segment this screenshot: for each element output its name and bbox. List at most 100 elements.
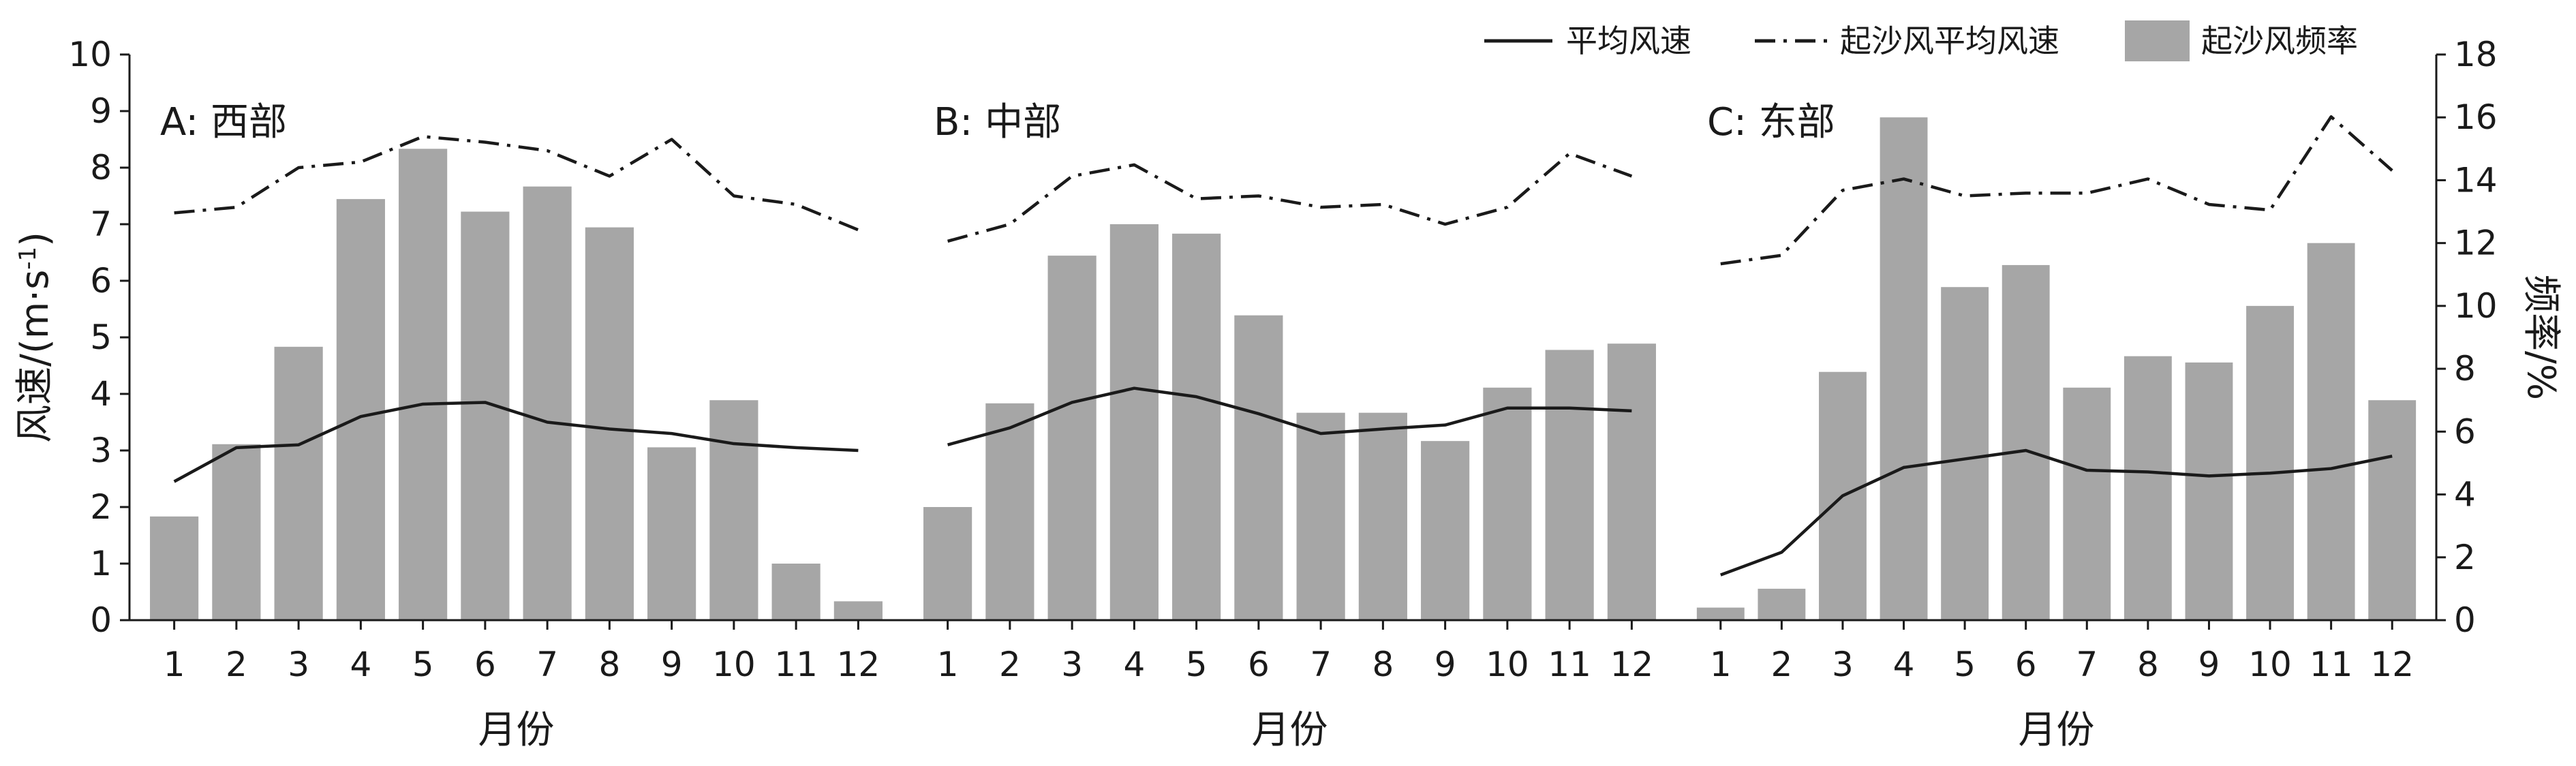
bar	[1483, 387, 1532, 620]
left-y-tick-label: 8	[90, 148, 112, 187]
bar	[150, 516, 199, 620]
mean-wind-speed-line	[1720, 448, 2393, 577]
x-tick-label: 4	[350, 645, 371, 684]
x-tick-label: 10	[2248, 645, 2292, 684]
x-tick-label: 4	[1893, 645, 1915, 684]
bars-layer	[150, 117, 2417, 621]
left-y-tick-label: 6	[90, 261, 112, 301]
bar	[1880, 117, 1928, 620]
sand-wind-speed-line	[174, 135, 859, 232]
right-y-axis-title: 频率/%	[2519, 275, 2563, 400]
text-layer: 012345678910024681012141618风速/(m·s-1)频率/…	[13, 35, 2563, 752]
x-tick-label: 7	[1310, 645, 1332, 684]
bar	[1696, 607, 1745, 620]
panel-label-2: B: 中部	[934, 100, 1061, 144]
x-tick-label: 12	[837, 645, 880, 684]
bar	[923, 507, 972, 620]
right-y-tick-label: 10	[2454, 286, 2498, 326]
bar	[985, 403, 1034, 620]
right-y-tick-label: 2	[2454, 538, 2476, 577]
left-y-axis-title-main: 风速/(m·s	[13, 270, 57, 443]
bar	[1109, 224, 1159, 620]
x-tick-label: 6	[474, 645, 496, 684]
bar	[2002, 264, 2050, 620]
bar	[585, 227, 634, 621]
bar	[1758, 588, 1806, 620]
left-y-tick-label: 5	[90, 318, 112, 357]
left-y-tick-label: 10	[68, 35, 112, 74]
left-y-tick-label: 9	[90, 91, 112, 131]
legend-label: 平均风速	[1566, 22, 1691, 59]
mean-wind-speed-line	[173, 401, 859, 483]
x-tick-label: 9	[2198, 645, 2220, 684]
bar	[1607, 343, 1656, 620]
x-tick-label: 5	[412, 645, 434, 684]
bar	[2368, 400, 2417, 620]
bar	[2307, 243, 2355, 621]
x-tick-label: 9	[661, 645, 683, 684]
legend-label: 起沙风频率	[2201, 22, 2358, 59]
x-tick-label: 10	[1486, 645, 1529, 684]
x-tick-label: 7	[536, 645, 558, 684]
axes-layer	[120, 53, 2446, 630]
right-y-tick-label: 8	[2454, 349, 2476, 388]
x-tick-label: 12	[1610, 645, 1654, 684]
legend-swatch-bar	[2125, 20, 2190, 61]
right-y-tick-label: 6	[2454, 412, 2476, 451]
left-y-tick-label: 0	[90, 600, 112, 640]
x-tick-label: 2	[1770, 645, 1792, 684]
x-tick-label: 1	[1710, 645, 1732, 684]
bar	[461, 211, 510, 620]
x-axis-title-3: 月份	[2019, 708, 2095, 752]
bar	[1545, 350, 1594, 620]
x-tick-label: 11	[774, 645, 818, 684]
bar	[2063, 387, 2111, 620]
x-tick-label: 3	[1061, 645, 1083, 684]
bar	[647, 447, 696, 620]
right-y-tick-label: 14	[2454, 160, 2498, 200]
x-tick-label: 3	[1832, 645, 1854, 684]
sand-wind-speed-line	[947, 152, 1633, 243]
x-tick-label: 3	[288, 645, 309, 684]
x-tick-label: 1	[937, 645, 959, 684]
bar	[1358, 412, 1407, 620]
left-y-axis-title-end: )	[13, 232, 57, 247]
left-y-axis-title-sup: -1	[14, 247, 42, 270]
bar	[2246, 305, 2294, 620]
x-tick-label: 10	[712, 645, 756, 684]
x-tick-label: 11	[2310, 645, 2353, 684]
bar	[399, 149, 448, 621]
x-axis-title-1: 月份	[478, 708, 555, 752]
panel-label-1: A: 西部	[160, 100, 287, 144]
x-tick-label: 5	[1954, 645, 1976, 684]
x-tick-label: 7	[2076, 645, 2098, 684]
left-y-tick-label: 7	[90, 204, 112, 244]
bar	[1941, 287, 1989, 620]
bar	[709, 400, 758, 620]
right-y-tick-label: 18	[2454, 35, 2498, 74]
legend: 平均风速 起沙风平均风速 起沙风频率	[1484, 20, 2358, 61]
bar	[2123, 356, 2172, 620]
bar	[1421, 441, 1470, 620]
right-y-tick-label: 4	[2454, 475, 2476, 515]
x-tick-label: 8	[1372, 645, 1394, 684]
bar	[1296, 412, 1345, 620]
legend-label: 起沙风平均风速	[1840, 22, 2059, 59]
bar	[212, 444, 261, 620]
x-tick-label: 6	[1248, 645, 1270, 684]
x-tick-label: 1	[164, 645, 185, 684]
left-y-tick-label: 2	[90, 487, 112, 527]
x-tick-label: 12	[2370, 645, 2414, 684]
bar	[2185, 362, 2233, 620]
right-y-tick-label: 16	[2454, 97, 2498, 137]
bar	[274, 346, 323, 620]
sand-wind-speed-line	[1720, 115, 2393, 266]
right-y-tick-label: 0	[2454, 600, 2476, 640]
bar	[523, 186, 572, 621]
x-tick-label: 5	[1186, 645, 1208, 684]
x-axis-title-2: 月份	[1252, 708, 1328, 752]
x-tick-label: 6	[2015, 645, 2037, 684]
bar	[1172, 233, 1221, 620]
